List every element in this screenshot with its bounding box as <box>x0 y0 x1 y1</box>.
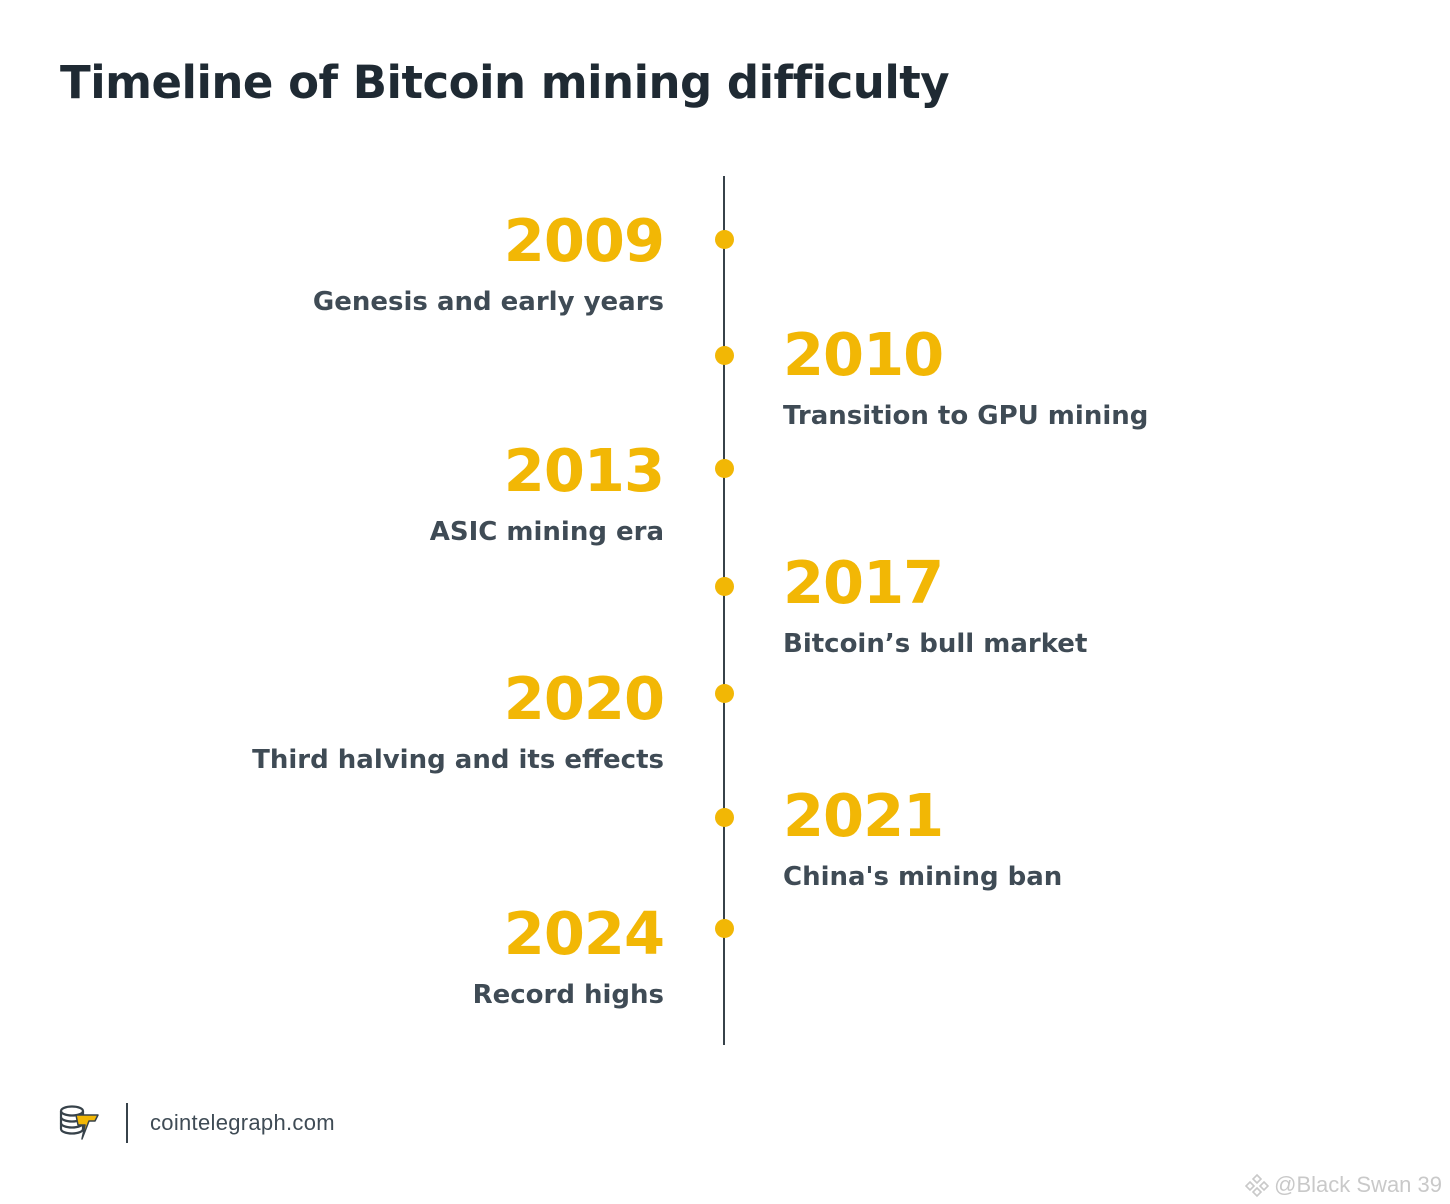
timeline-event-2021: 2021 China's mining ban <box>783 783 1062 895</box>
page-title: Timeline of Bitcoin mining difficulty <box>60 56 950 109</box>
event-label: China's mining ban <box>783 862 1063 892</box>
timeline-dot-2009 <box>715 230 734 249</box>
event-year: 2013 <box>503 436 665 505</box>
timeline-event-2013: 2013 ASIC mining era <box>429 436 665 550</box>
timeline-dot-2017 <box>715 577 734 596</box>
site-url: cointelegraph.com <box>150 1110 335 1135</box>
event-label: Third halving and its effects <box>252 745 664 775</box>
footer: cointelegraph.com <box>58 1100 335 1146</box>
binance-square-icon <box>1244 1172 1270 1198</box>
event-label: Genesis and early years <box>312 287 664 317</box>
event-label: Transition to GPU mining <box>783 401 1149 431</box>
watermark-text: @Black Swan 39 <box>1274 1172 1442 1197</box>
timeline-axis <box>723 176 725 1045</box>
timeline-dot-2020 <box>715 684 734 703</box>
timeline-dot-2021 <box>715 808 734 827</box>
timeline-dot-2010 <box>715 346 734 365</box>
event-year: 2017 <box>783 548 944 617</box>
timeline-event-2020: 2020 Third halving and its effects <box>252 664 665 778</box>
timeline-dot-2013 <box>715 459 734 478</box>
event-year: 2020 <box>503 664 665 733</box>
event-label: Record highs <box>472 980 664 1010</box>
timeline-event-2010: 2010 Transition to GPU mining <box>783 322 1148 434</box>
event-year: 2024 <box>503 899 665 968</box>
watermark: @Black Swan 39 <box>1244 1172 1442 1198</box>
timeline-event-2017: 2017 Bitcoin’s bull market <box>783 550 1087 662</box>
event-label: ASIC mining era <box>429 517 664 547</box>
footer-divider <box>126 1103 128 1143</box>
event-year: 2021 <box>783 781 944 850</box>
timeline-event-2009: 2009 Genesis and early years <box>312 206 665 320</box>
cointelegraph-logo-icon <box>58 1101 102 1145</box>
timeline-event-2024: 2024 Record highs <box>472 899 665 1013</box>
event-year: 2010 <box>783 320 944 389</box>
event-label: Bitcoin’s bull market <box>783 629 1088 659</box>
timeline-dot-2024 <box>715 919 734 938</box>
event-year: 2009 <box>503 206 665 275</box>
